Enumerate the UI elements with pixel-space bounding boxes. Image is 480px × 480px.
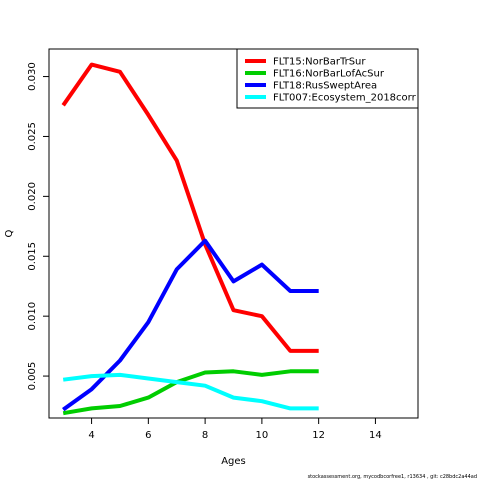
series-layer [61,62,319,416]
legend: FLT15:NorBarTrSurFLT16:NorBarLofAcSurFLT… [236,48,419,109]
x-tick-label: 12 [312,430,325,441]
y-tick-label: 0.010 [27,302,38,331]
y-tick-label: 0.020 [27,182,38,211]
x-tick-label: 8 [202,430,208,441]
series-line [62,369,319,416]
x-tick-label: 14 [369,430,382,441]
x-tick-label: 4 [88,430,94,441]
series-line [61,62,319,353]
y-tick-label: 0.030 [27,62,38,91]
y-tick-label: 0.025 [27,122,38,151]
x-tick-label: 6 [145,430,151,441]
y-axis: 0.005 0.010 0.015 0.020 0.025 0.030 [27,62,49,390]
y-tick-label: 0.005 [27,362,38,391]
legend-box [236,48,419,109]
legend-label: FLT16:NorBarLofAcSur [273,69,385,80]
y-axis-title: Q [4,229,15,237]
legend-label: FLT15:NorBarTrSur [273,57,366,68]
y-tick-label: 0.015 [27,242,38,271]
x-axis-title: Ages [221,456,246,467]
legend-label: FLT007:Ecosystem_2018corr [273,93,417,104]
legend-label: FLT18:RusSweptArea [273,81,377,92]
footer-text: stockassessment.org, mycodbcorfree1, r13… [308,474,477,480]
plot-frame [48,48,419,419]
series-line [62,372,319,411]
x-tick-label: 10 [256,430,269,441]
x-axis: 4 6 8 10 12 14 [88,418,382,441]
